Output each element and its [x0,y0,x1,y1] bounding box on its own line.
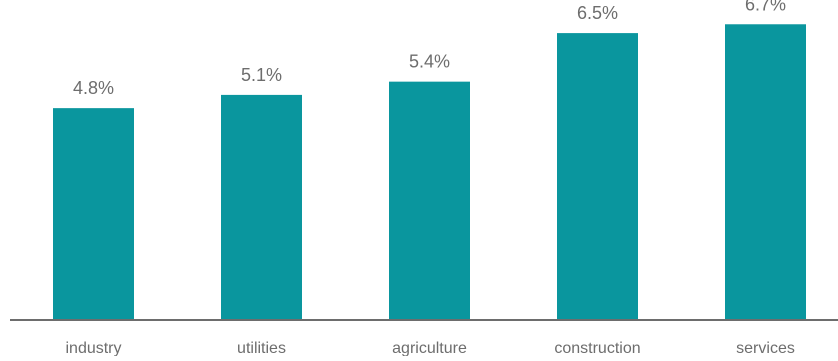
value-label-agriculture: 5.4% [409,52,450,72]
bar-construction [557,33,638,320]
value-labels-layer: 4.8% 5.1% 5.4% 6.5% 6.7% [73,0,786,98]
bars-layer [53,24,806,321]
category-label-services: services [736,340,795,356]
bar-agriculture [389,81,470,320]
bar-services [725,24,806,321]
category-label-utilities: utilities [237,340,286,356]
category-labels-layer: industry utilities agriculture construction… [65,340,795,357]
category-label-construction: construction [554,340,640,356]
bar-industry [53,108,134,320]
value-label-construction: 6.5% [577,3,618,23]
bar-utilities [221,94,302,321]
category-label-industry: industry [65,340,121,356]
category-label-agriculture: agriculture [392,340,467,356]
value-label-services: 6.7% [745,0,786,14]
value-label-industry: 4.8% [73,78,114,98]
value-label-utilities: 5.1% [241,65,282,85]
